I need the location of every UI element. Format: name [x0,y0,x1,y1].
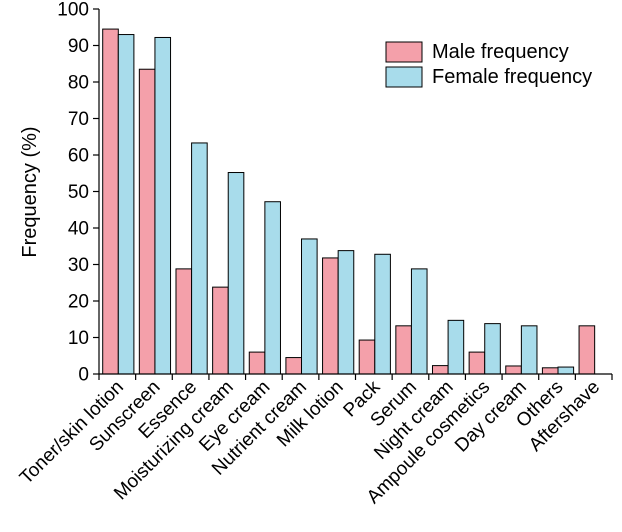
bar-female-0 [117,34,135,375]
legend-swatch-male [385,41,423,63]
legend: Male frequency Female frequency [385,41,592,88]
y-tick-label-60: 60 [68,146,89,167]
bar-female-1 [154,36,172,375]
y-tick-label-90: 90 [68,36,89,57]
bar-male-9 [431,365,449,375]
bar-male-6 [322,257,339,375]
bar-female-9 [447,319,465,375]
bar-male-0 [102,28,119,375]
bar-male-1 [138,68,156,375]
bar-female-8 [410,268,428,375]
y-tick-label-20: 20 [68,292,89,313]
y-tick-label-100: 100 [57,0,89,21]
bar-male-12 [541,367,559,375]
bar-female-12 [557,366,575,375]
bar-female-11 [520,325,538,375]
bar-female-10 [484,323,501,375]
y-ticks-group: 0 10 20 30 40 50 60 70 80 90 100 [57,0,99,386]
legend-swatch-female [385,66,423,88]
bar-male-11 [505,365,522,375]
legend-label-male: Male frequency [432,41,569,63]
x-labels-group: Toner/skin lotionSunscreenEssenceMoistur… [16,376,604,508]
y-tick-label-70: 70 [68,109,89,130]
y-tick-label-0: 0 [78,365,89,386]
bars-group [102,28,596,375]
legend-label-female: Female frequency [432,66,592,88]
bar-male-10 [468,351,486,375]
bar-male-3 [212,286,229,375]
y-axis-title: Frequency (%) [19,126,41,257]
bar-female-7 [374,253,391,375]
bar-female-3 [227,172,245,375]
y-tick-label-30: 30 [68,255,89,276]
y-tick-label-10: 10 [68,328,89,349]
bar-male-8 [395,325,412,375]
bar-female-2 [191,142,208,375]
bar-male-4 [248,351,266,375]
y-tick-label-40: 40 [68,219,89,240]
bar-male-7 [358,339,376,375]
y-tick-label-80: 80 [68,73,89,94]
bar-male-5 [285,357,303,375]
y-tick-label-50: 50 [68,182,89,203]
bar-female-6 [337,250,355,375]
bar-male-13 [578,325,596,375]
bar-female-5 [301,238,318,375]
bar-male-2 [175,268,193,375]
bar-female-4 [264,201,281,375]
